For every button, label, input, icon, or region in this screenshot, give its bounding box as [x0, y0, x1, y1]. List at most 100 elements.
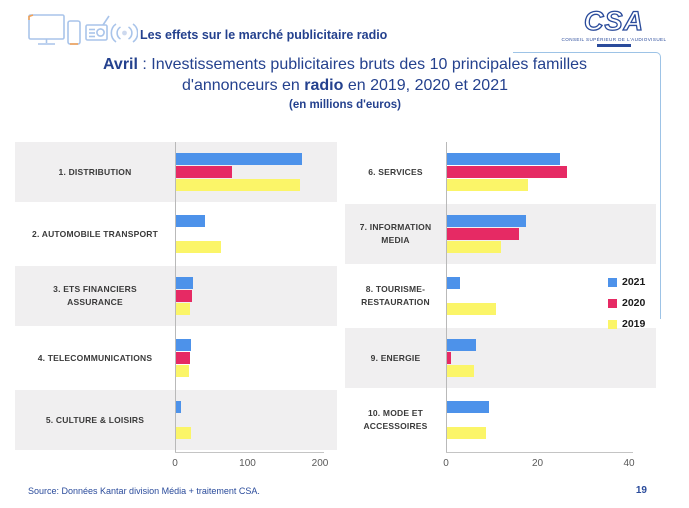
- source-note: Source: Données Kantar division Média + …: [28, 486, 260, 496]
- category-cell: 6. SERVICES: [345, 142, 446, 202]
- bar-2021: [446, 401, 489, 413]
- bar-group: [446, 153, 568, 192]
- category-label: 3. ETS FINANCIERS ASSURANCE: [53, 284, 137, 307]
- bar-group: [175, 401, 191, 440]
- bar-2019: [446, 241, 501, 253]
- bar-group: [446, 215, 527, 254]
- bar-area: [175, 390, 337, 450]
- category-cell: 4. TELECOMMUNICATIONS: [15, 328, 175, 388]
- smartphone-icon: [67, 20, 81, 45]
- legend-item-2021: 2021: [608, 276, 645, 288]
- bar-2021: [175, 339, 191, 351]
- bar-area: [446, 328, 656, 388]
- legend-swatch: [608, 277, 617, 287]
- bar-2021: [175, 277, 194, 289]
- bar-2019: [446, 179, 529, 191]
- category-cell: 10. MODE ET ACCESSOIRES: [345, 390, 446, 450]
- category-cell: 1. DISTRIBUTION: [15, 142, 175, 202]
- bar-area: [175, 328, 337, 388]
- category-label: 5. CULTURE & LOISIRS: [45, 414, 145, 425]
- x-tick-label: 0: [443, 458, 449, 469]
- bar-2020: [446, 166, 568, 178]
- category-row: 8. TOURISME- RESTAURATION: [345, 266, 656, 326]
- bar-2020: [175, 290, 193, 302]
- bar-group: [175, 277, 194, 316]
- category-row: 7. INFORMATION MEDIA: [345, 204, 656, 264]
- category-cell: 7. INFORMATION MEDIA: [345, 204, 446, 264]
- chart-right-families-6-10: 6. SERVICES 7. INFORMATION MEDIA 8. TOURIS…: [345, 142, 656, 469]
- bar-area: [446, 142, 656, 202]
- bar-2021: [446, 277, 460, 289]
- bar-2019: [175, 179, 300, 191]
- category-row: 4. TELECOMMUNICATIONS: [15, 328, 337, 388]
- csa-logo: CSA CONSEIL SUPÉRIEUR DE L'AUDIOVISUEL: [555, 7, 673, 47]
- x-tick-label: 100: [239, 458, 256, 469]
- bar-2019: [446, 365, 475, 377]
- legend-swatch: [608, 298, 617, 308]
- bar-2019: [175, 365, 189, 377]
- y-axis-line: [175, 142, 176, 452]
- category-label: 8. TOURISME- RESTAURATION: [361, 284, 430, 307]
- category-cell: 9. ENERGIE: [345, 328, 446, 388]
- legend-item-2020: 2020: [608, 297, 645, 309]
- category-label: 6. SERVICES: [368, 166, 423, 177]
- bar-2021: [175, 401, 181, 413]
- category-label: 4. TELECOMMUNICATIONS: [37, 352, 153, 363]
- title-month: Avril: [102, 56, 138, 73]
- x-tick-label: 200: [311, 458, 329, 469]
- bar-group: [446, 277, 497, 316]
- bar-2019: [446, 427, 486, 439]
- bar-group: [446, 401, 489, 440]
- bar-group: [175, 215, 222, 254]
- bar-area: [446, 204, 656, 264]
- title-pre-2: d'annonceurs en: [182, 76, 305, 94]
- bar-group: [175, 339, 191, 378]
- chart-left-families-1-5: 1. DISTRIBUTION 2. AUTOMOBILE TRANSPORT 3.…: [15, 142, 337, 469]
- category-row: 9. ENERGIE: [345, 328, 656, 388]
- bar-2020: [175, 352, 190, 364]
- media-icons: [26, 8, 139, 55]
- legend-label: 2021: [622, 276, 646, 288]
- radio-icon: [85, 15, 110, 41]
- bar-2021: [446, 215, 527, 227]
- bar-area: [175, 142, 337, 202]
- x-tick-label: 40: [623, 458, 635, 469]
- category-row: 1. DISTRIBUTION: [15, 142, 337, 202]
- legend-item-2019: 2019: [608, 318, 645, 330]
- tagline-text: Les effets sur le marché publicitaire ra…: [140, 28, 388, 42]
- bar-2021: [175, 153, 302, 165]
- category-cell: 5. CULTURE & LOISIRS: [15, 390, 175, 450]
- bar-area: [175, 266, 337, 326]
- bar-2021: [175, 215, 206, 227]
- legend-label: 2020: [622, 297, 646, 309]
- y-axis-line: [446, 142, 447, 452]
- bar-2020: [175, 166, 233, 178]
- bar-group: [175, 153, 302, 192]
- category-label: 7. INFORMATION MEDIA: [359, 222, 432, 245]
- monitor-icon: [28, 14, 65, 45]
- page-title: Avril : Investissements publicitaires br…: [30, 55, 660, 113]
- category-row: 6. SERVICES: [345, 142, 656, 202]
- x-axis-line: [446, 452, 633, 453]
- bar-2020: [446, 352, 452, 364]
- category-row: 5. CULTURE & LOISIRS: [15, 390, 337, 450]
- chart-rows: 1. DISTRIBUTION 2. AUTOMOBILE TRANSPORT 3.…: [15, 142, 337, 450]
- legend-swatch: [608, 319, 617, 329]
- bar-2021: [446, 153, 561, 165]
- bar-2020: [446, 228, 520, 240]
- csa-logo-caption: CONSEIL SUPÉRIEUR DE L'AUDIOVISUEL: [561, 37, 667, 42]
- x-tick-label: 0: [172, 458, 178, 469]
- page-number: 19: [635, 485, 647, 496]
- title-subtitle: (en millions d'euros): [289, 98, 401, 111]
- title-line-2: d'annonceurs en radio en 2019, 2020 et 2…: [30, 76, 660, 97]
- category-label: 2. AUTOMOBILE TRANSPORT: [32, 228, 158, 239]
- category-row: 2. AUTOMOBILE TRANSPORT: [15, 204, 337, 264]
- title-post-2: en 2019, 2020 et 2021: [343, 76, 508, 94]
- category-row: 10. MODE ET ACCESSOIRES: [345, 390, 656, 450]
- title-line-1: Avril : Investissements publicitaires br…: [30, 55, 660, 76]
- chart-legend: 2021 2020 2019: [608, 276, 645, 339]
- bar-2019: [175, 427, 191, 439]
- category-label: 10. MODE ET ACCESSOIRES: [363, 408, 428, 431]
- bar-group: [446, 339, 476, 378]
- page-tagline: Les effets sur le marché publicitaire ra…: [140, 28, 387, 42]
